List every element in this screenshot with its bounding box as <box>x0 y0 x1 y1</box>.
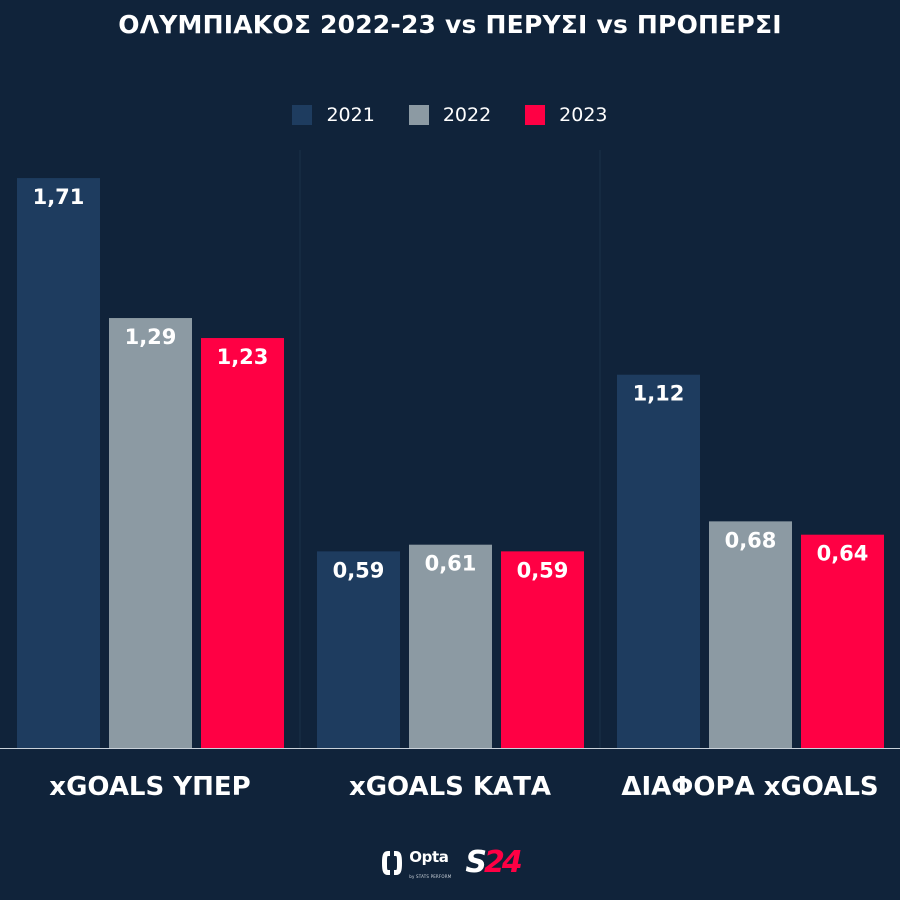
data-label-2023-1: 1,23 <box>217 345 269 369</box>
legend: 2021 2022 2023 <box>0 104 900 126</box>
data-label-2022-3: 0,68 <box>725 528 777 552</box>
legend-label-2022: 2022 <box>442 104 492 126</box>
legend-swatch-2022 <box>408 105 429 125</box>
data-label-2021-2: 0,59 <box>333 558 385 582</box>
data-label-2022-2: 0,61 <box>425 552 477 576</box>
opta-logo-text: Opta <box>409 847 449 866</box>
bar-2022-1 <box>109 318 192 748</box>
data-label-2021-1: 1,71 <box>33 185 85 209</box>
legend-item-2023: 2023 <box>525 104 608 126</box>
s24-logo: S24 <box>465 845 523 880</box>
footer: Opta by STATS PERFORM S24 <box>0 846 900 880</box>
category-label-3: ΔΙΑΦΟΡΑ xGOALS <box>621 772 878 802</box>
legend-swatch-2023 <box>525 105 546 125</box>
opta-sub-text: by STATS PERFORM <box>409 873 452 879</box>
category-label-1: xGOALS ΥΠΕΡ <box>49 772 250 802</box>
legend-item-2021: 2021 <box>292 104 375 126</box>
s24-logo-num: 24 <box>484 845 523 880</box>
bar-2021-3 <box>617 374 700 748</box>
legend-label-2023: 2023 <box>559 104 608 126</box>
bar-2023-3 <box>801 534 884 748</box>
data-label-2023-2: 0,59 <box>517 558 569 582</box>
bar-2021-1 <box>17 178 100 748</box>
bar-2022-2 <box>409 544 492 748</box>
legend-swatch-2021 <box>292 105 313 125</box>
opta-logo: Opta by STATS PERFORM <box>380 848 451 879</box>
category-label-2: xGOALS ΚΑΤΑ <box>349 772 551 802</box>
s24-logo-s: S <box>465 845 487 880</box>
legend-label-2021: 2021 <box>326 104 375 126</box>
legend-item-2022: 2022 <box>408 104 492 126</box>
data-label-2021-3: 1,12 <box>633 382 685 406</box>
data-label-2023-3: 0,64 <box>817 542 869 566</box>
bar-2021-2 <box>317 551 400 748</box>
data-label-2022-1: 1,29 <box>125 325 177 349</box>
bar-2022-3 <box>709 521 792 748</box>
bar-2023-1 <box>201 338 284 748</box>
bar-2023-2 <box>501 551 584 748</box>
opta-mark-icon <box>382 851 403 875</box>
chart-title: ΟΛΥΜΠΙΑΚΟΣ 2022-23 vs ΠΕΡΥΣΙ vs ΠΡΟΠΕΡΣΙ <box>118 10 782 39</box>
